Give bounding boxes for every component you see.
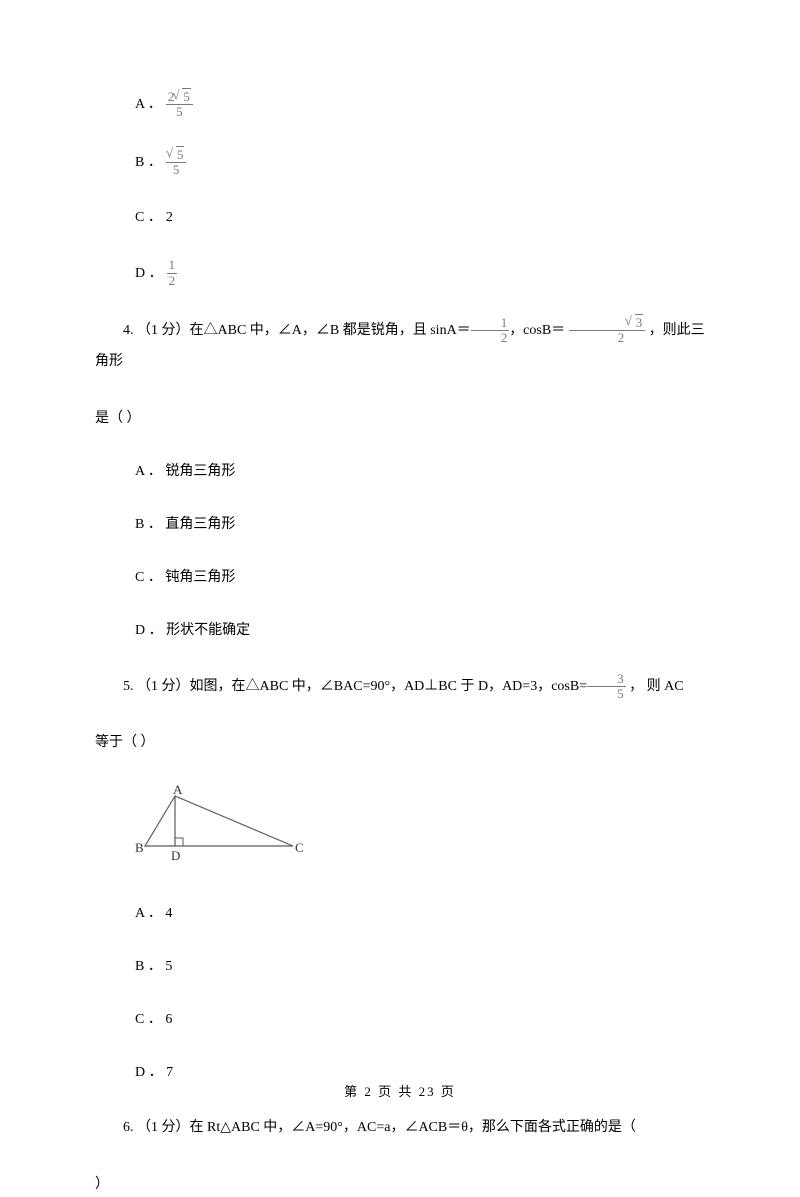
question-5: 5. （1 分）如图，在△ABC 中，∠BAC=90°，AD⊥BC 于 D，AD… <box>95 672 705 703</box>
q4-option-c: C ． 钝角三角形 <box>95 565 705 590</box>
fraction: 1 2 <box>167 258 178 288</box>
q4-prefix: 4. （1 分）在△ABC 中，∠A，∠B 都是锐角，且 sinA＝ <box>123 323 471 338</box>
question-6: 6. （1 分）在 Rt△ABC 中，∠A=90°，AC=a，∠ACB＝θ，那么… <box>95 1113 705 1144</box>
option-label: B ． <box>135 150 162 175</box>
option-b: B ． 5 5 <box>95 148 705 178</box>
q5-option-a: A ． 4 <box>95 901 705 926</box>
fraction: 25 5 <box>166 90 193 120</box>
fraction: 12 <box>471 316 510 346</box>
q5-suffix: ， 则 AC <box>626 679 684 694</box>
fraction: 32 <box>569 316 646 346</box>
question-5-cont: 等于（ ） <box>95 730 705 755</box>
sqrt: 5 <box>168 148 185 162</box>
vertex-a-label: A <box>173 784 183 797</box>
option-value: 2 <box>166 205 173 230</box>
triangle-svg: A B C D <box>135 784 303 864</box>
fraction: 35 <box>587 672 626 702</box>
num: 1 <box>167 258 178 273</box>
fraction: 5 5 <box>166 148 187 178</box>
q4-option-a: A ． 锐角三角形 <box>95 459 705 484</box>
right-angle-mark <box>175 838 183 846</box>
question-4: 4. （1 分）在△ABC 中，∠A，∠B 都是锐角，且 sinA＝12，cos… <box>95 316 705 378</box>
option-a: A ． 25 5 <box>95 90 705 120</box>
question-4-cont: 是（ ） <box>95 406 705 431</box>
vertex-c-label: C <box>295 840 303 855</box>
den: 2 <box>167 274 178 288</box>
triangle-figure: A B C D <box>135 784 705 873</box>
page-content: A ． 25 5 B ． 5 5 C ． 2 D ． 1 2 4. （1 分）在… <box>0 0 800 1197</box>
q4-option-b: B ． 直角三角形 <box>95 512 705 537</box>
q5-option-b: B ． 5 <box>95 954 705 979</box>
q5-prefix: 5. （1 分）如图，在△ABC 中，∠BAC=90°，AD⊥BC 于 D，AD… <box>123 679 587 694</box>
option-d: D ． 1 2 <box>95 258 705 288</box>
option-label: C ． <box>135 205 162 230</box>
den: 5 <box>166 105 193 119</box>
question-6-cont: ） <box>95 1172 705 1197</box>
option-label: D ． <box>135 261 163 286</box>
triangle-outline <box>145 796 293 846</box>
option-label: A ． <box>135 92 162 117</box>
sqrt: 5 <box>174 90 191 104</box>
option-c: C ． 2 <box>95 205 705 230</box>
q4-option-d: D ． 形状不能确定 <box>95 618 705 643</box>
q4-mid: ，cosB＝ <box>509 323 569 338</box>
q5-option-c: C ． 6 <box>95 1007 705 1032</box>
page-footer: 第 2 页 共 23 页 <box>0 1081 800 1100</box>
foot-d-label: D <box>171 848 180 863</box>
sqrt: 3 <box>599 316 644 330</box>
den: 5 <box>166 163 187 177</box>
vertex-b-label: B <box>135 840 144 855</box>
